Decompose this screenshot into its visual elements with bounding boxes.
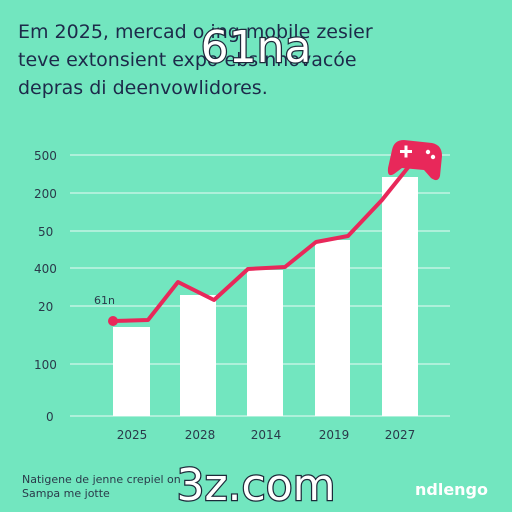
y-tick-label: 400 — [34, 262, 57, 276]
headline: Em 2025, mercad o ing mobile zesier — [18, 21, 373, 43]
footnote: Sampa me jotte — [22, 487, 110, 500]
annotation: 61n — [94, 294, 115, 307]
y-tick-label: 50 — [38, 225, 53, 239]
headline: teve extonsient expo ebs nnovacóe — [18, 49, 357, 71]
x-tick-label: 2019 — [319, 428, 350, 442]
x-labels: 2025 2028 2014 2019 2027 — [117, 428, 416, 442]
trend-line — [112, 163, 412, 323]
bar — [180, 295, 216, 416]
line-start — [108, 316, 118, 326]
x-tick-label: 2027 — [385, 428, 416, 442]
x-tick-label: 2028 — [185, 428, 216, 442]
y-tick-label: 20 — [38, 300, 53, 314]
footnote: Natigene de jenne crepiel on — [22, 473, 181, 486]
x-tick-label: 2025 — [117, 428, 148, 442]
y-labels: 500 200 50 400 20 100 0 — [34, 149, 57, 424]
bar — [247, 270, 283, 416]
gamepad-icon — [387, 140, 442, 181]
watermark: 61na — [201, 22, 312, 73]
y-tick-label: 0 — [46, 410, 54, 424]
x-tick-label: 2014 — [251, 428, 282, 442]
bar — [113, 327, 150, 416]
headline: depras di deenvowlidores. — [18, 77, 268, 99]
y-tick-label: 500 — [34, 149, 57, 163]
y-tick-label: 200 — [34, 187, 57, 201]
y-tick-label: 100 — [34, 358, 57, 372]
watermark: 3z.com — [176, 460, 335, 511]
bars — [113, 177, 418, 416]
brand: ndlengo — [415, 480, 488, 499]
bar — [315, 240, 350, 416]
bar — [382, 177, 418, 416]
